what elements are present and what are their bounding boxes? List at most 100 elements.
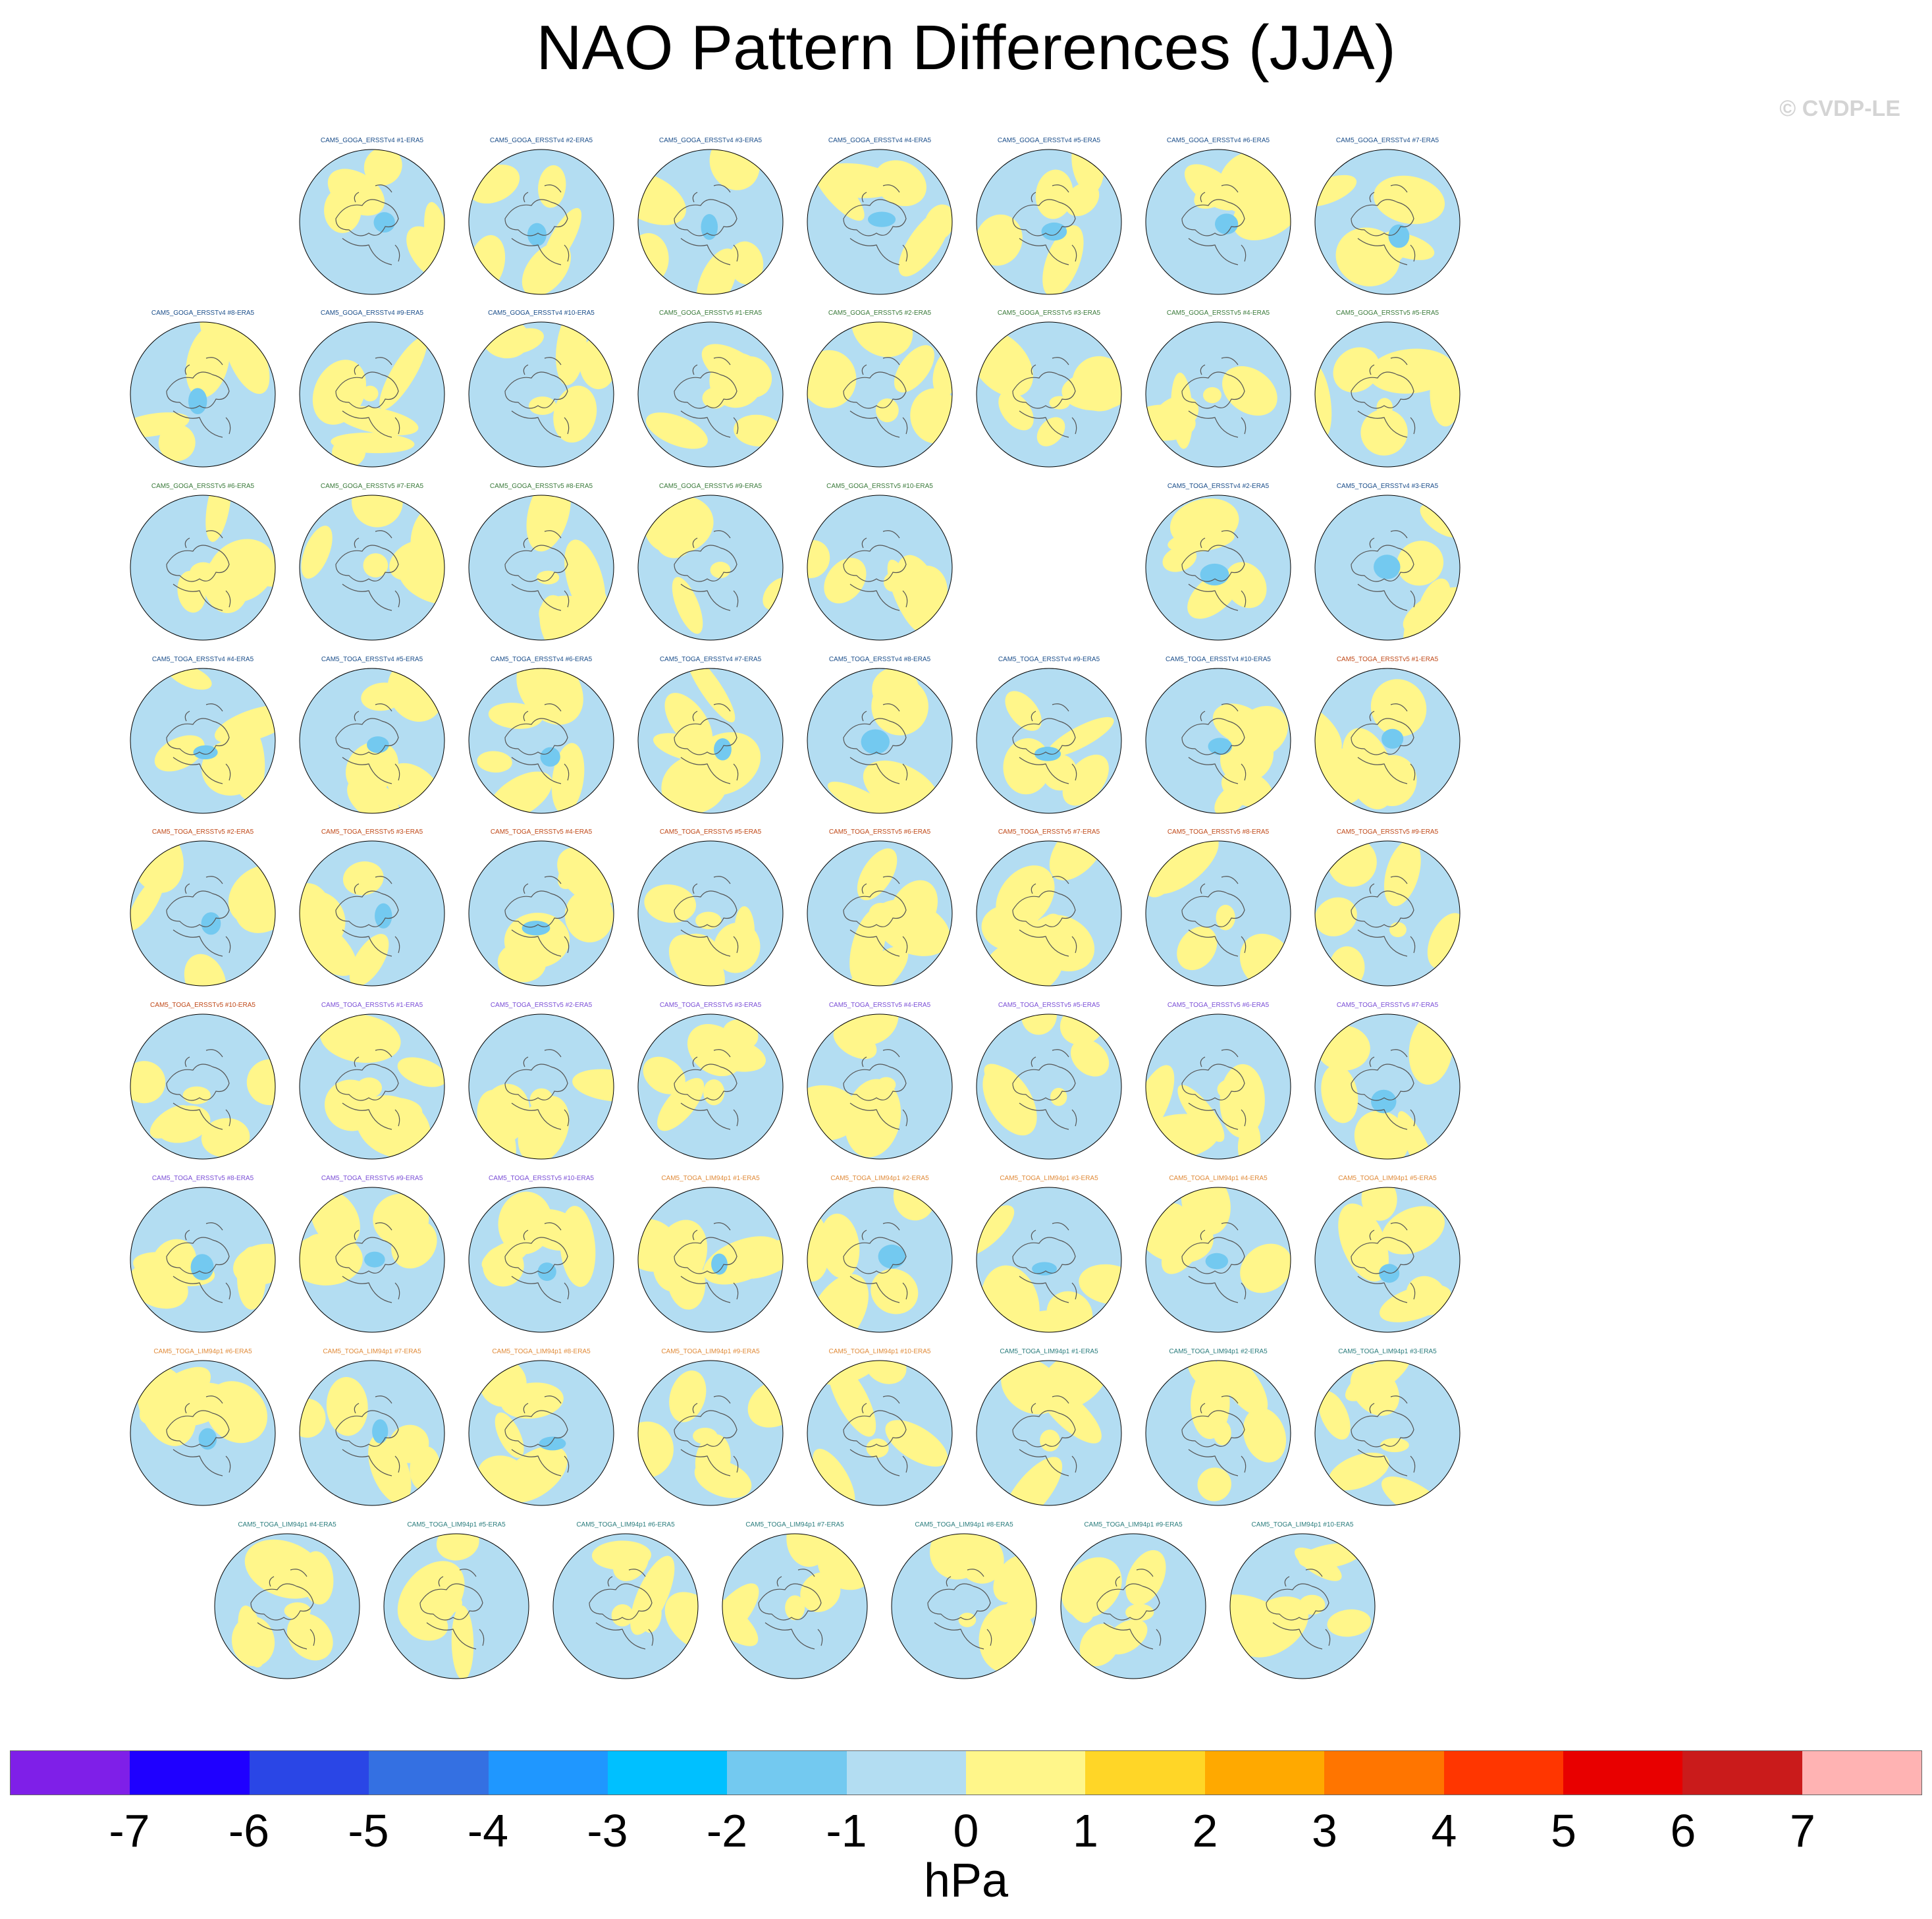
map-panel: CAM5_TOGA_ERSSTv4 #7-ERA5 [635,656,786,827]
panel-title: CAM5_TOGA_ERSSTv5 #3-ERA5 [321,828,423,836]
panel-grid: CAM5_GOGA_ERSSTv4 #1-ERA5 CAM5_GOGA_ERSST… [130,137,1463,1679]
colorbar-units: hPa [923,1854,1009,1907]
positive-anomaly-region [1169,498,1239,549]
map-panel: CAM5_TOGA_LIM94p1 #7-ERA5 [296,1348,448,1519]
map-panel: CAM5_GOGA_ERSSTv5 #4-ERA5 [1142,310,1294,481]
polar-map [130,1360,276,1506]
polar-map [299,1187,445,1333]
positive-anomaly-region [1197,1467,1231,1501]
positive-anomaly-region [1329,946,1365,986]
panel-title: CAM5_GOGA_ERSSTv5 #9-ERA5 [658,483,763,490]
positive-anomaly-region [522,242,571,294]
panel-title: CAM5_TOGA_ERSSTv4 #5-ERA5 [321,656,423,663]
coastline [166,530,231,611]
map-panel: CAM5_GOGA_ERSSTv4 #9-ERA5 [296,310,448,481]
anomaly-core [1382,728,1404,749]
map-border [130,495,276,641]
positive-anomaly-region [363,149,402,186]
coastline [335,530,400,611]
map-panel: CAM5_TOGA_ERSSTv5 #1-ERA5 [1312,656,1463,827]
positive-anomaly-region [747,1379,783,1428]
polar-map [468,1187,614,1333]
map-border [468,1187,614,1333]
positive-anomaly-region [1056,1361,1104,1403]
coastline [1181,1222,1247,1303]
panel-title: CAM5_TOGA_ERSSTv5 #8-ERA5 [151,1175,254,1182]
coastline [1096,1569,1162,1650]
panel-title: CAM5_TOGA_ERSSTv5 #7-ERA5 [1336,1002,1439,1009]
map-panel: CAM5_GOGA_ERSSTv4 #7-ERA5 [1312,137,1463,308]
coastline [1351,184,1416,265]
positive-anomaly-region [982,1066,1037,1136]
positive-anomaly-region [1338,1203,1389,1282]
polar-map [130,495,276,641]
polar-map [807,840,953,987]
coastline [1181,1395,1247,1476]
map-panel: CAM5_GOGA_ERSSTv4 #6-ERA5 [1142,137,1294,308]
map-border [807,495,953,641]
map-border [468,495,614,641]
colorbar-swatch [1085,1751,1205,1795]
positive-anomaly-region [1125,1550,1166,1606]
anomaly-core [1374,554,1401,580]
anomaly-core [611,1604,634,1627]
anomaly-core [1213,1420,1231,1446]
map-border [807,1360,953,1506]
coastline [674,184,739,265]
positive-anomaly-region [1315,362,1332,439]
polar-map [1314,840,1461,987]
positive-anomaly-region [1221,770,1273,807]
anomaly-core [356,1077,383,1098]
map-panel: CAM5_TOGA_ERSSTv5 #5-ERA5 [635,828,786,1000]
panel-title: CAM5_GOGA_ERSSTv4 #5-ERA5 [997,137,1101,144]
positive-anomaly-region [669,1370,707,1422]
panel-title: CAM5_GOGA_ERSSTv4 #2-ERA5 [489,137,593,144]
colorbar-tick-label: 7 [1790,1805,1815,1856]
anomaly-core [866,1438,889,1458]
panel-title: CAM5_TOGA_ERSSTv5 #6-ERA5 [1167,1002,1270,1009]
map-border [130,1014,276,1160]
colorbar-tick-label: 3 [1312,1805,1337,1856]
map-border [976,840,1122,987]
anomaly-core [375,903,392,929]
positive-anomaly-region [356,1095,431,1158]
positive-anomaly-region [807,350,857,408]
coastline [504,530,570,611]
panel-title: CAM5_GOGA_ERSSTv4 #1-ERA5 [320,137,424,144]
map-border [214,1533,360,1679]
positive-anomaly-region [186,325,230,398]
positive-anomaly-region [672,577,703,634]
positive-anomaly-region [526,495,572,552]
positive-anomaly-region [1318,1391,1351,1440]
positive-anomaly-region [955,1534,1004,1584]
coastline [843,1049,908,1130]
map-panel: CAM5_TOGA_ERSSTv5 #8-ERA5 [1142,828,1294,1000]
coastline [1012,357,1077,438]
polar-map [976,840,1122,987]
polar-map [807,321,953,468]
positive-anomaly-region [149,1105,192,1139]
coastline [504,1049,570,1130]
coastline [335,1049,400,1130]
positive-anomaly-region [1061,372,1121,411]
positive-anomaly-region [673,933,722,981]
positive-anomaly-region [894,345,934,392]
coastline [674,1049,739,1130]
anomaly-core [193,745,218,760]
panel-title: CAM5_TOGA_LIM94p1 #1-ERA5 [661,1175,760,1182]
polar-map [1229,1533,1376,1679]
positive-anomaly-region [1105,1619,1148,1655]
positive-anomaly-region [205,1381,267,1444]
polar-map [130,321,276,468]
coastline [1266,1569,1331,1650]
map-border [299,840,445,987]
coastline [504,1222,570,1303]
positive-anomaly-region [1224,562,1267,608]
positive-anomaly-region [246,1059,275,1106]
anomaly-core [201,912,221,935]
polar-map [1314,149,1461,295]
positive-anomaly-region [229,721,265,801]
map-panel: CAM5_TOGA_LIM94p1 #5-ERA5 [1312,1175,1463,1346]
panel-title: CAM5_TOGA_LIM94p1 #10-ERA5 [1251,1521,1354,1528]
panel-title: CAM5_TOGA_LIM94p1 #3-ERA5 [1000,1175,1098,1182]
